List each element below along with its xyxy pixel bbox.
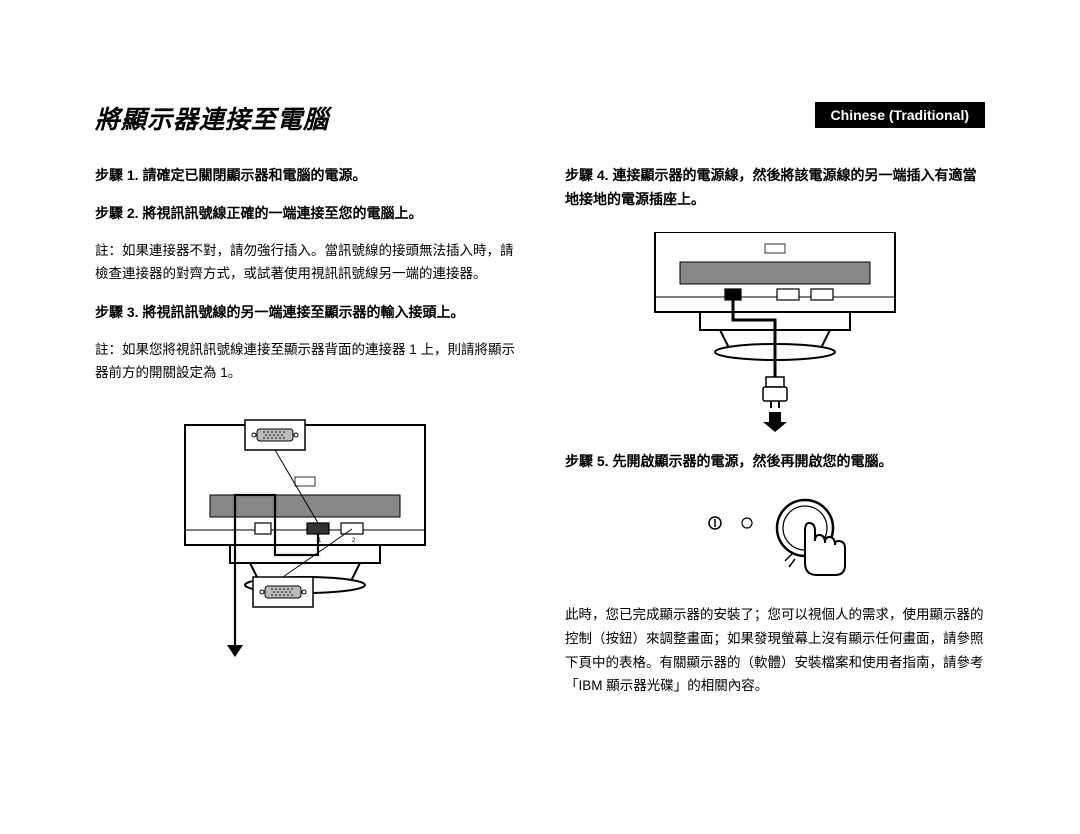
note-3: 註：如果您將視訊訊號線連接至顯示器背面的連接器 1 上，則請將顯示器前方的開關設…: [95, 339, 515, 385]
left-column: 步驟 1. 請確定已關閉顯示器和電腦的電源。 步驟 2. 將視訊訊號線正確的一端…: [95, 164, 515, 698]
figure-1-wrap: 1 2: [95, 405, 515, 660]
figure-2-wrap: [565, 232, 985, 432]
step-2: 步驟 2. 將視訊訊號線正確的一端連接至您的電腦上。: [95, 202, 515, 226]
figure-3-wrap: [565, 493, 985, 593]
step-3: 步驟 3. 將視訊訊號線的另一端連接至顯示器的輸入接頭上。: [95, 301, 515, 325]
monitor-video-cable-diagram: 1 2: [155, 405, 455, 660]
step-1: 步驟 1. 請確定已關閉顯示器和電腦的電源。: [95, 164, 515, 188]
note-2: 註：如果連接器不對，請勿強行插入。當訊號線的接頭無法插入時，請檢查連接器的對齊方…: [95, 240, 515, 286]
language-badge: Chinese (Traditional): [815, 102, 985, 128]
power-button-press-diagram: [665, 493, 885, 593]
right-column: 步驟 4. 連接顯示器的電源線，然後將該電源線的另一端插入有適當地接地的電源插座…: [565, 164, 985, 698]
closing-text: 此時，您已完成顯示器的安裝了；您可以視個人的需求，使用顯示器的控制（按鈕）來調整…: [565, 603, 985, 698]
monitor-power-cable-diagram: [625, 232, 925, 432]
step-4: 步驟 4. 連接顯示器的電源線，然後將該電源線的另一端插入有適當地接地的電源插座…: [565, 164, 985, 212]
step-5: 步驟 5. 先開啟顯示器的電源，然後再開啟您的電腦。: [565, 450, 985, 474]
content-columns: 步驟 1. 請確定已關閉顯示器和電腦的電源。 步驟 2. 將視訊訊號線正確的一端…: [95, 164, 985, 698]
header-row: 將顯示器連接至電腦 Chinese (Traditional): [95, 100, 985, 136]
page-title: 將顯示器連接至電腦: [95, 100, 329, 136]
